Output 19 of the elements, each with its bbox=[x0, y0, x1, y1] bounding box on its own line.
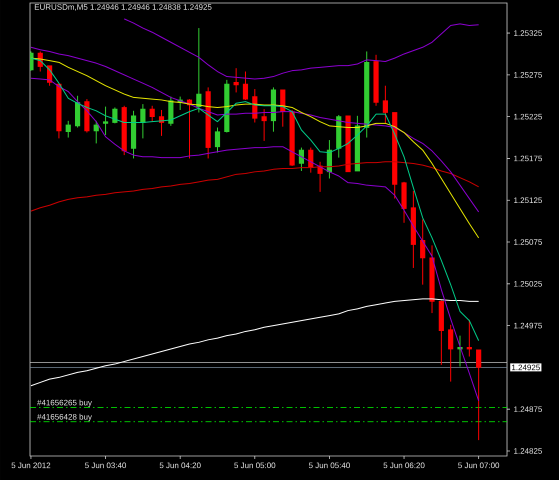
candlestick bbox=[74, 95, 80, 128]
candlestick bbox=[382, 85, 388, 124]
candlestick bbox=[242, 71, 248, 100]
candlestick bbox=[234, 68, 239, 93]
candlestick bbox=[140, 104, 146, 139]
candlestick bbox=[150, 105, 155, 122]
candlestick bbox=[280, 89, 286, 128]
candlestick bbox=[298, 147, 304, 172]
candlestick bbox=[66, 120, 71, 138]
candlestick bbox=[466, 319, 472, 358]
candlestick bbox=[94, 120, 99, 144]
candlestick bbox=[448, 324, 454, 382]
candlestick bbox=[262, 108, 267, 142]
candlestick bbox=[420, 218, 426, 286]
candlestick bbox=[476, 349, 482, 441]
candlestick bbox=[308, 147, 314, 174]
candlestick bbox=[112, 106, 118, 124]
candlestick bbox=[196, 28, 202, 113]
candlestick bbox=[214, 127, 220, 154]
